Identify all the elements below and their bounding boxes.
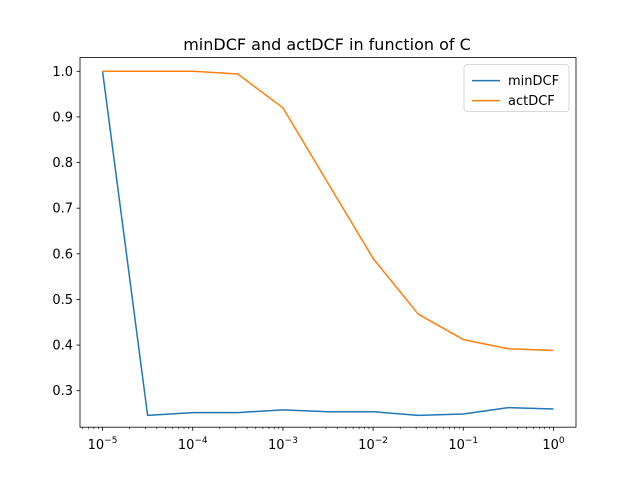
y-tick-label: 0.4 [52, 339, 73, 354]
plot-frame [79, 57, 577, 428]
y-tick-label: 0.9 [52, 110, 73, 125]
chart-title: minDCF and actDCF in function of C [183, 35, 471, 54]
y-tick-label: 0.6 [52, 247, 73, 262]
series-line-actDCF [102, 70, 554, 352]
y-tick-label: 0.3 [52, 384, 73, 399]
legend: minDCF actDCF [463, 64, 570, 112]
plot-lines [101, 70, 554, 417]
x-tick-label: 100 [542, 436, 565, 453]
x-tick-label: 10−4 [178, 436, 208, 453]
legend-label: minDCF [508, 74, 559, 89]
y-axis: 0.3 0.4 0.5 0.6 0.7 0.8 0.9 1.0 [52, 65, 80, 399]
series-line-minDCF [101, 71, 554, 417]
x-tick-label: 10−3 [268, 436, 298, 453]
y-tick-label: 0.7 [52, 202, 73, 217]
x-tick-label: 10−5 [88, 436, 118, 453]
y-tick-label: 1.0 [52, 65, 73, 80]
x-tick-label: 10−1 [448, 436, 478, 453]
legend-label: actDCF [508, 94, 555, 109]
y-tick-label: 0.5 [52, 293, 73, 308]
x-tick-label: 10−2 [358, 436, 388, 453]
y-tick-label: 0.8 [52, 156, 73, 171]
x-axis: 10−5 10−4 10−3 10−2 10−1 100 [82, 427, 565, 453]
